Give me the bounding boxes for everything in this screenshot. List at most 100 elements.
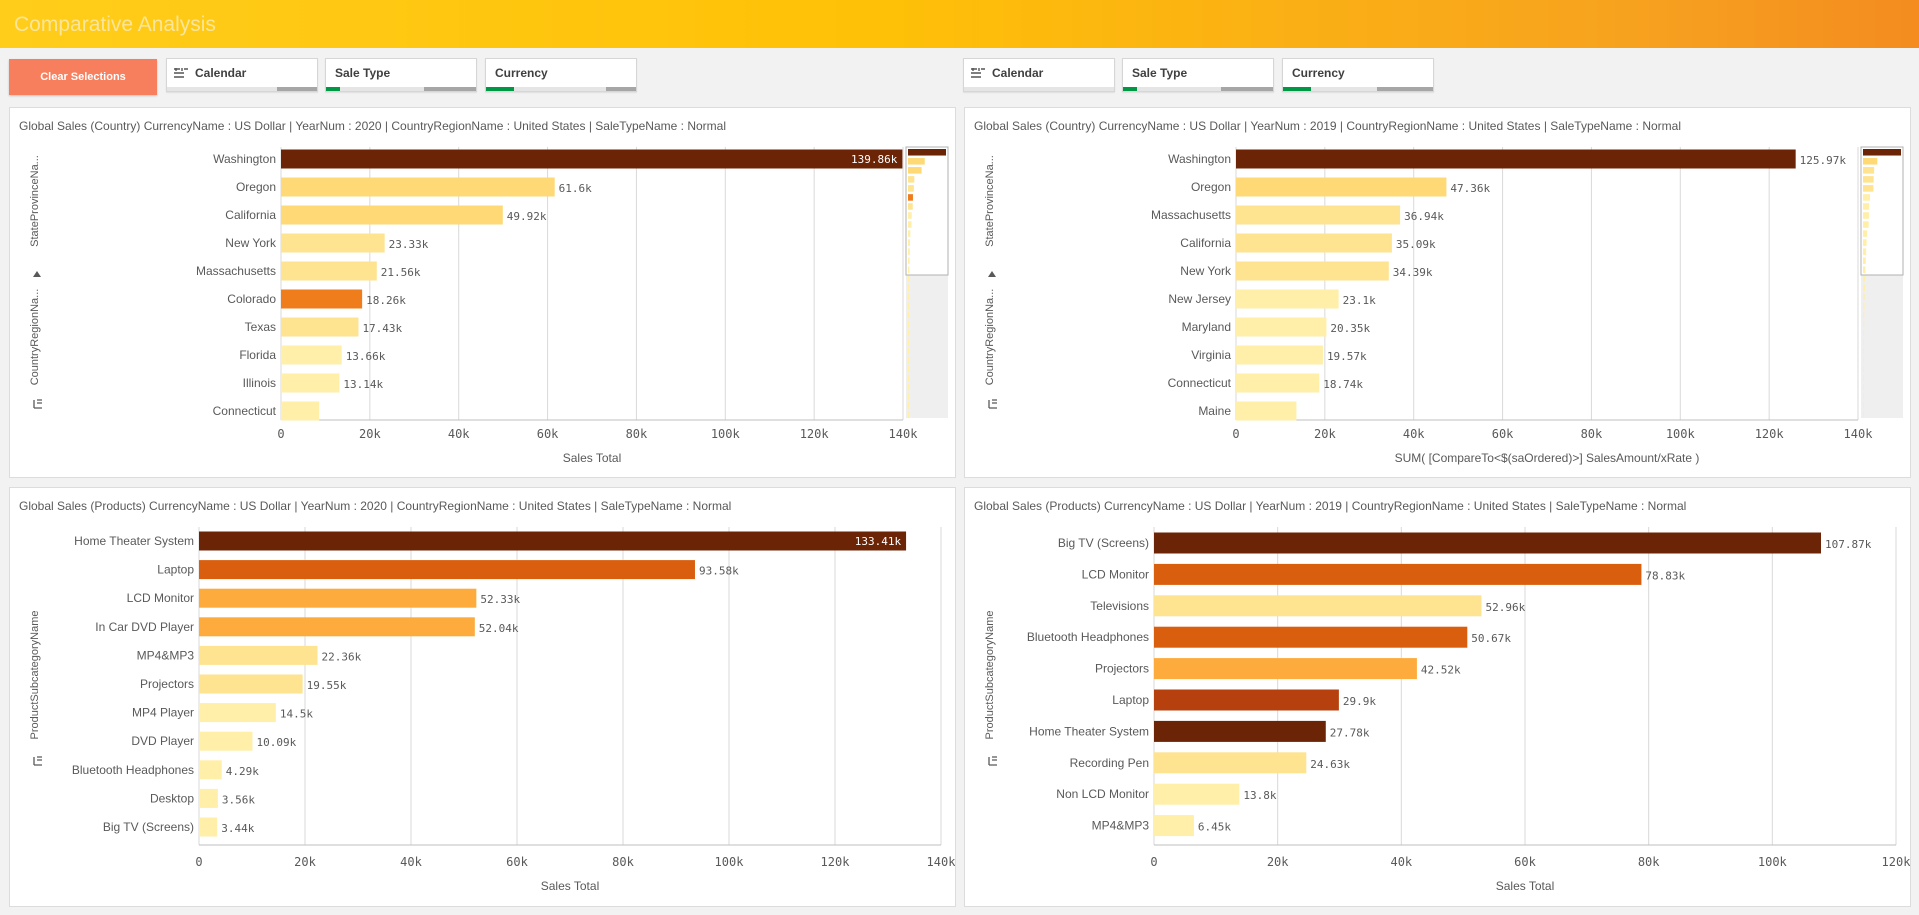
scrollbar-thumb [905,146,949,276]
bar [1154,563,1642,585]
filter-sale-type-left[interactable]: Sale Type [325,58,477,92]
filter-calendar-right[interactable]: Calendar [963,58,1115,92]
bar [1154,752,1307,774]
bar [1236,261,1389,281]
value-label: 3.56k [222,793,255,806]
scrollbar-mini-bar [908,230,911,237]
bar [281,345,342,365]
filter-label: Calendar [195,66,247,80]
chart-panel-products-2019[interactable]: Global Sales (Products) CurrencyName : U… [964,487,1911,907]
value-label: 78.83k [1645,569,1685,582]
scrollbar-mini-bar [1863,176,1874,183]
scrollbar-mini-bar [1863,347,1864,355]
filter-list-icon [988,756,997,766]
bar [199,674,303,694]
scrollbar-mini-bar [1863,194,1870,201]
scrollbar-mini-bar [1863,374,1864,382]
filter-list-icon [33,399,42,409]
category-label: LCD Monitor [127,591,194,605]
bar [281,373,340,393]
scrollbar-mini-bar [908,320,909,328]
category-label: New York [1180,264,1232,278]
x-tick-label: 100k [1666,427,1696,441]
app-title-bar: Comparative Analysis [0,0,1919,48]
selection-state-bar [1283,87,1433,91]
bar [199,731,253,751]
category-label: Laptop [1112,693,1149,707]
x-tick-label: 140k [1844,427,1874,441]
bar [281,149,903,169]
x-tick-label: 40k [448,427,470,441]
filter-currency-right[interactable]: Currency [1282,58,1434,92]
bar [1154,689,1339,711]
x-axis-title: SUM( [CompareTo<$(saOrdered)>] SalesAmou… [1395,451,1700,465]
app-title: Comparative Analysis [14,13,216,36]
category-label: Televisions [1090,599,1149,613]
scrollbar-mini-bar [908,149,946,156]
bar [1154,532,1821,554]
bar [281,317,359,337]
value-label: 10.09k [256,736,296,749]
x-tick-label: 0 [195,855,202,869]
chart-panel-country-2019[interactable]: Global Sales (Country) CurrencyName : US… [964,107,1911,478]
dimension-label: StateProvinceNa... [984,155,996,247]
bar [199,817,218,837]
value-label: 49.92k [507,210,547,223]
category-label: Oregon [236,180,276,194]
category-label: Connecticut [213,404,277,418]
scrollbar-mini-bar [1863,266,1866,273]
category-label: Colorado [227,292,276,306]
dimension-label: CountryRegionNa... [984,289,996,386]
value-label: 107.87k [1825,538,1872,551]
category-label: California [225,208,276,222]
sort-up-icon [33,271,41,277]
bar [1154,658,1417,680]
bar [199,645,318,665]
category-label: In Car DVD Player [95,620,194,634]
category-label: Home Theater System [74,534,194,548]
x-tick-label: 100k [1758,855,1788,869]
x-tick-label: 120k [821,855,851,869]
scrollbar-mini-bar [1863,203,1870,210]
value-label: 4.29k [226,765,259,778]
scrollbar-mini-bar [908,392,909,400]
scrollbar-mini-bar [908,185,914,192]
scrollbar-mini-bar [1863,257,1866,264]
scrollbar-mini-bar [908,374,909,382]
bar-chart-country-2019: Washington 125.97k Oregon 47.36k Massachuset… [984,146,1904,465]
scrollbar-mini-bar [1863,167,1875,174]
chart-panel-products-2020[interactable]: Global Sales (Products) CurrencyName : U… [9,487,956,907]
chart-title: Global Sales (Country) CurrencyName : US… [19,119,726,133]
scrollbar-mini-bar [908,248,910,255]
category-label: Non LCD Monitor [1056,787,1149,801]
scrollbar-mini-bar [908,167,922,174]
scrollbar-mini-bar [1863,284,1865,292]
category-label: Massachusetts [196,264,276,278]
category-label: Maine [1198,404,1231,418]
value-label: 19.55k [307,679,347,692]
value-label: 13.14k [343,378,383,391]
value-label: 13.66k [346,350,386,363]
scrollbar-mini-bar [1863,320,1865,328]
filter-sale-type-right[interactable]: Sale Type [1122,58,1274,92]
filter-list-icon [988,399,997,409]
filter-currency-left[interactable]: Currency [485,58,637,92]
category-label: California [1180,236,1231,250]
bar [1236,205,1401,225]
x-tick-label: 80k [612,855,634,869]
scrollbar-mini-bar [1863,356,1864,364]
category-label: Washington [1168,152,1231,166]
filter-calendar-left[interactable]: Calendar [166,58,318,92]
chart-panel-country-2020[interactable]: Global Sales (Country) CurrencyName : US… [9,107,956,478]
x-tick-label: 20k [359,427,381,441]
selection-state-bar [167,87,317,91]
scrollbar-mini-bar [1863,239,1867,246]
category-label: Texas [245,320,276,334]
scrollbar-mini-bar [908,239,911,246]
value-label: 36.94k [1404,210,1444,223]
bar [1154,815,1194,837]
clear-selections-button[interactable]: Clear Selections [9,59,157,95]
chart-title: Global Sales (Products) CurrencyName : U… [974,499,1687,513]
bar [199,703,276,723]
dimension-label: ProductSubcategoryName [984,610,996,739]
